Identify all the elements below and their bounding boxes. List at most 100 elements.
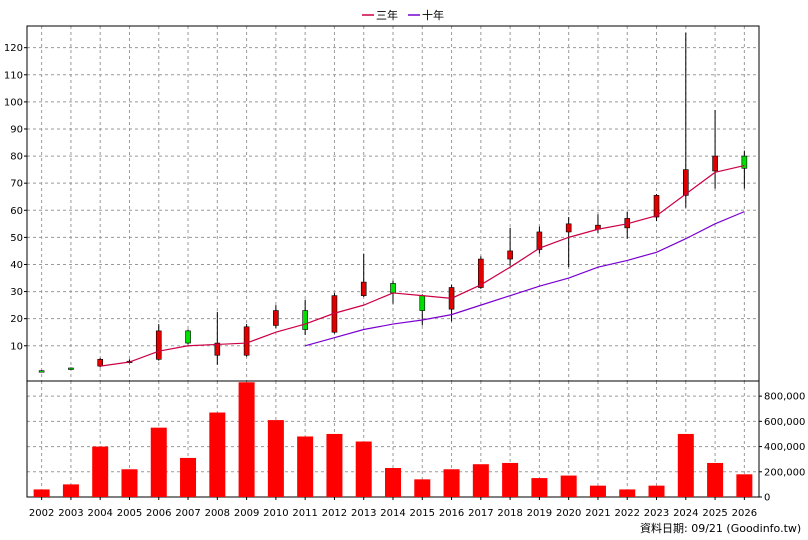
- volume-tick-label: 800,000: [764, 392, 805, 403]
- year-tick-label: 2020: [556, 508, 581, 519]
- volume-bar: [180, 457, 197, 497]
- volume-bar: [589, 485, 606, 497]
- legend-label-3yr: 三年: [376, 8, 398, 22]
- price-tick-label: 90: [10, 124, 23, 135]
- candle-body: [155, 330, 162, 360]
- year-tick-label: 2019: [527, 508, 552, 519]
- candle-body: [565, 223, 572, 233]
- moving-average-lines: [100, 164, 745, 367]
- series-line: [100, 164, 745, 367]
- year-tick-label: 2022: [615, 508, 640, 519]
- candle-body: [653, 195, 660, 218]
- price-tick-label: 120: [4, 43, 23, 54]
- price-axis: 10 20 30 40 50 60 70 80 90 100 110 120: [4, 43, 27, 352]
- year-tick-label: 2016: [439, 508, 464, 519]
- volume-tick-label: 200,000: [764, 467, 805, 478]
- price-tick-label: 20: [10, 314, 23, 325]
- price-tick-label: 100: [4, 97, 23, 108]
- candle-body: [478, 258, 484, 288]
- year-tick-label: 2017: [468, 508, 493, 519]
- price-tick-label: 50: [10, 233, 23, 244]
- volume-bars: [33, 382, 753, 497]
- volume-tick-label: 0: [764, 493, 770, 504]
- volume-bar: [736, 474, 753, 497]
- volume-bar: [414, 479, 431, 497]
- candle-body: [302, 310, 308, 330]
- candle-body: [360, 281, 367, 296]
- legend: 三年 十年: [362, 8, 444, 22]
- volume-tick-label: 400,000: [764, 442, 805, 453]
- volume-bar: [531, 478, 548, 497]
- volume-bar: [502, 462, 519, 497]
- candle-body: [682, 169, 689, 196]
- candle-body: [273, 310, 279, 326]
- volume-bar: [560, 475, 577, 497]
- year-tick-label: 2015: [410, 508, 435, 519]
- candle-body: [741, 155, 748, 169]
- year-tick-label: 2024: [673, 508, 698, 519]
- year-tick-label: 2018: [497, 508, 522, 519]
- volume-bar: [209, 412, 226, 497]
- year-tick-label: 2023: [644, 508, 669, 519]
- year-tick-label: 2021: [585, 508, 610, 519]
- year-tick-label: 2013: [351, 508, 376, 519]
- volume-bar: [677, 433, 694, 497]
- footer-source: 資料日期: 09/21 (Goodinfo.tw): [640, 521, 801, 535]
- candle-body: [185, 330, 191, 344]
- year-tick-label: 2004: [87, 508, 112, 519]
- series-line: [304, 211, 745, 347]
- volume-bar: [33, 489, 50, 497]
- year-tick-label: 2014: [380, 508, 405, 519]
- volume-bar: [326, 433, 343, 497]
- volume-tick-label: 600,000: [764, 417, 805, 428]
- volume-bar: [472, 464, 489, 497]
- candlesticks: [38, 32, 748, 373]
- year-tick-label: 2026: [732, 508, 757, 519]
- candle-body: [214, 342, 221, 356]
- volume-axis: 800,000 600,000 400,000 200,000 0: [759, 392, 805, 504]
- year-tick-label: 2006: [146, 508, 171, 519]
- candle-body: [68, 367, 74, 370]
- volume-bar: [707, 462, 724, 497]
- year-tick-label: 2002: [29, 508, 54, 519]
- candle-body: [243, 326, 250, 356]
- candle-body: [507, 250, 513, 260]
- candle-body: [419, 295, 426, 311]
- volume-bar: [92, 446, 109, 497]
- year-tick-label: 2008: [205, 508, 230, 519]
- year-tick-label: 2003: [58, 508, 83, 519]
- year-tick-label: 2011: [292, 508, 317, 519]
- price-tick-label: 30: [10, 287, 23, 298]
- year-axis: 2002 2003 2004 2005 2006 2007 2008 2009 2010 2011…: [29, 497, 757, 519]
- year-tick-label: 2025: [702, 508, 727, 519]
- price-tick-label: 110: [4, 70, 23, 81]
- volume-bar: [150, 427, 167, 497]
- price-tick-label: 60: [10, 206, 23, 217]
- price-tick-label: 10: [10, 341, 23, 352]
- volume-bar: [619, 489, 636, 497]
- year-tick-label: 2007: [175, 508, 200, 519]
- candle-body: [38, 370, 45, 373]
- volume-bar: [355, 441, 372, 497]
- volume-bar: [121, 469, 138, 497]
- candle-body: [536, 231, 543, 250]
- price-tick-label: 70: [10, 179, 23, 190]
- legend-label-10yr: 十年: [422, 8, 444, 22]
- year-tick-label: 2009: [234, 508, 259, 519]
- volume-bar: [297, 436, 314, 497]
- year-tick-label: 2005: [117, 508, 142, 519]
- candle-body: [97, 359, 103, 367]
- volume-bar: [62, 484, 79, 497]
- volume-bar: [443, 469, 460, 497]
- candle-body: [712, 155, 718, 172]
- candle-body: [390, 283, 396, 294]
- price-tick-label: 80: [10, 152, 23, 163]
- volume-bar: [238, 382, 255, 497]
- volume-bar: [648, 485, 665, 497]
- year-tick-label: 2012: [322, 508, 347, 519]
- volume-bar: [267, 420, 284, 497]
- year-tick-label: 2010: [263, 508, 288, 519]
- volume-bar: [385, 468, 401, 497]
